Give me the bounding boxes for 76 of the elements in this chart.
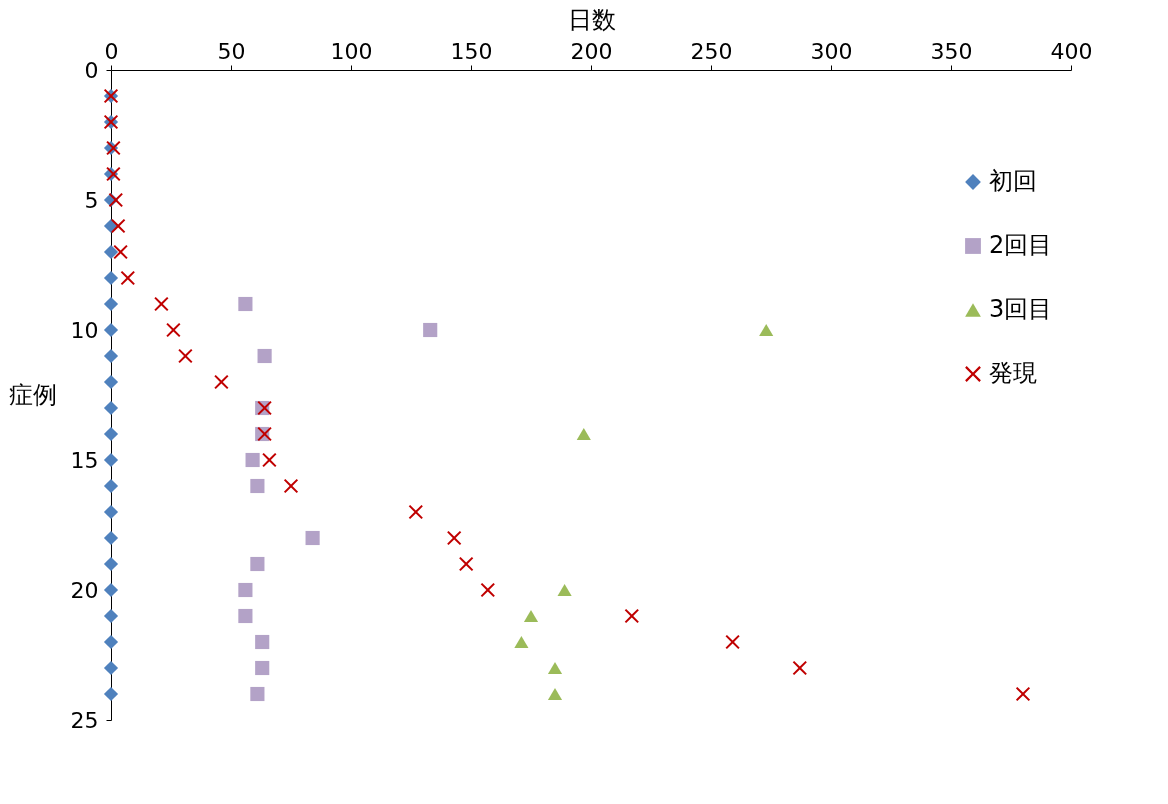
point (103, 270, 119, 286)
point (103, 660, 119, 676)
x-tick-label: 400 (1050, 38, 1093, 64)
point (523, 609, 539, 623)
point (120, 270, 135, 286)
legend-label: 2回目 (989, 231, 1053, 259)
point (624, 608, 639, 624)
point (255, 660, 270, 676)
point (103, 686, 119, 702)
point (103, 348, 119, 364)
x-tick-label: 50 (217, 38, 246, 64)
point (459, 556, 474, 572)
point (250, 556, 265, 572)
point (547, 661, 563, 675)
point (250, 478, 265, 494)
point (103, 608, 119, 624)
point (103, 582, 119, 598)
point (283, 478, 299, 494)
point (238, 582, 253, 598)
point (103, 296, 119, 312)
x-axis-title: 日数 (567, 5, 616, 34)
point (103, 244, 119, 260)
x-tick-label: 300 (810, 38, 853, 64)
point (245, 452, 260, 468)
y-axis-title: 症例 (8, 380, 57, 409)
point (103, 504, 119, 520)
point (557, 583, 572, 597)
point (166, 322, 181, 338)
point (154, 296, 169, 312)
point (725, 634, 740, 650)
point (547, 687, 563, 701)
point (1015, 686, 1031, 702)
legend-label: 3回目 (989, 295, 1053, 323)
x-tick-label: 200 (570, 38, 613, 64)
legend-label: 発現 (989, 359, 1037, 387)
point (792, 660, 807, 676)
point (257, 348, 272, 364)
y-tick-label: 15 (70, 447, 99, 473)
legend-label: 初回 (989, 167, 1037, 195)
y-tick-label: 0 (84, 57, 99, 83)
point (238, 296, 253, 312)
point (759, 323, 774, 337)
point (178, 348, 193, 364)
x-tick-label: 350 (930, 38, 973, 64)
point (111, 218, 126, 234)
point (514, 635, 529, 649)
x-tick-label: 0 (104, 38, 119, 64)
x-tick-label: 250 (690, 38, 733, 64)
point (103, 634, 119, 650)
y-tick-label: 10 (70, 317, 99, 343)
point (103, 530, 119, 546)
point (113, 244, 128, 260)
y-tick-label: 20 (70, 577, 99, 603)
point (423, 322, 438, 338)
point (108, 192, 123, 208)
point (576, 427, 591, 441)
point (214, 374, 229, 390)
x-tick-label: 150 (450, 38, 493, 64)
point (262, 452, 277, 468)
point (103, 374, 119, 390)
y-tick-label: 25 (70, 707, 99, 733)
point (103, 322, 119, 338)
point (255, 634, 270, 650)
point (305, 530, 320, 546)
point (103, 478, 119, 494)
point (103, 426, 119, 442)
point (103, 556, 119, 572)
point (447, 530, 462, 546)
y-tick-label: 5 (84, 187, 99, 213)
point (408, 504, 423, 520)
point (480, 582, 495, 598)
point (103, 452, 119, 468)
x-tick-label: 100 (330, 38, 373, 64)
point (238, 608, 253, 624)
point (103, 400, 119, 416)
point (250, 686, 265, 702)
